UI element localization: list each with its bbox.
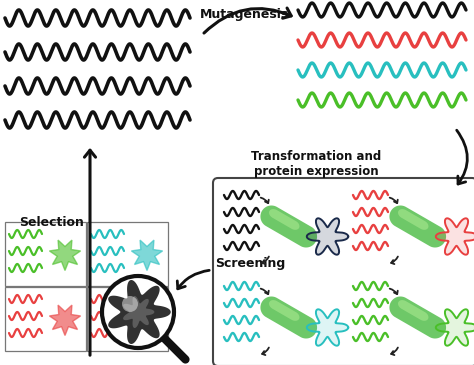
Polygon shape xyxy=(307,309,348,346)
Polygon shape xyxy=(269,300,300,321)
Polygon shape xyxy=(390,205,446,247)
Polygon shape xyxy=(260,205,317,247)
Text: Transformation and
protein expression: Transformation and protein expression xyxy=(251,150,381,178)
Bar xyxy=(5,222,86,286)
Circle shape xyxy=(102,276,174,348)
Polygon shape xyxy=(131,305,163,335)
FancyBboxPatch shape xyxy=(213,178,474,365)
Bar xyxy=(87,287,168,351)
Polygon shape xyxy=(123,296,155,328)
Circle shape xyxy=(122,296,138,312)
Polygon shape xyxy=(398,209,428,230)
Polygon shape xyxy=(269,209,300,230)
Polygon shape xyxy=(307,218,348,255)
Polygon shape xyxy=(398,300,428,321)
Text: Screening: Screening xyxy=(215,257,285,269)
Text: Mutagenesis: Mutagenesis xyxy=(201,8,290,21)
Bar xyxy=(5,287,86,351)
Text: Selection: Selection xyxy=(19,215,84,228)
Bar xyxy=(87,222,168,286)
Polygon shape xyxy=(436,309,474,346)
Polygon shape xyxy=(108,280,171,344)
Polygon shape xyxy=(390,296,446,338)
Polygon shape xyxy=(49,240,81,270)
Polygon shape xyxy=(436,218,474,255)
Polygon shape xyxy=(131,240,163,270)
Polygon shape xyxy=(49,305,81,335)
Polygon shape xyxy=(260,296,317,338)
